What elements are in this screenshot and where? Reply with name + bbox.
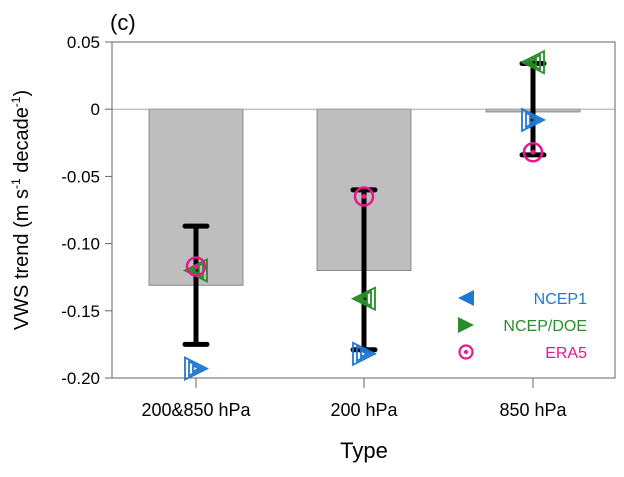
y-tick-label: -0.05 — [61, 167, 100, 186]
y-tick-label: -0.20 — [61, 369, 100, 388]
marker-circle — [353, 186, 375, 207]
legend-label: NCEP1 — [534, 291, 587, 308]
legend-icon-era5 — [458, 344, 474, 360]
marker-triangle-left — [184, 356, 210, 382]
y-tick-label: 0.05 — [67, 33, 100, 52]
legend-icon-ncep1 — [458, 290, 474, 306]
legend: NCEP1 NCEP/DOE ERA5 — [458, 290, 587, 362]
marker-triangle-left — [352, 341, 378, 367]
y-tick-label: -0.10 — [61, 235, 100, 254]
legend-icon-ncep-doe — [458, 317, 474, 333]
x-tick-label: 850 hPa — [499, 400, 567, 420]
y-tick-label: -0.15 — [61, 302, 100, 321]
legend-icon-era5-dot — [464, 350, 468, 354]
marker-dot — [530, 149, 536, 155]
marker-triangle-left — [521, 107, 547, 133]
x-tick-label: 200 hPa — [330, 400, 398, 420]
marker-dot — [361, 194, 367, 200]
marker-dot — [193, 263, 199, 269]
legend-label: ERA5 — [545, 345, 587, 362]
x-axis-label: Type — [340, 438, 388, 463]
legend-label: NCEP/DOE — [503, 318, 587, 335]
x-tick-label: 200&850 hPa — [141, 400, 251, 420]
y-tick-label: 0 — [91, 100, 100, 119]
marker-triangle-right — [519, 49, 545, 75]
y-axis-label: VWS trend (m s-1 decade-1) — [9, 90, 33, 330]
marker-triangle-right — [350, 286, 376, 312]
panel-label: (c) — [110, 10, 136, 35]
marker-circle — [185, 256, 207, 277]
marker-circle — [522, 141, 544, 163]
